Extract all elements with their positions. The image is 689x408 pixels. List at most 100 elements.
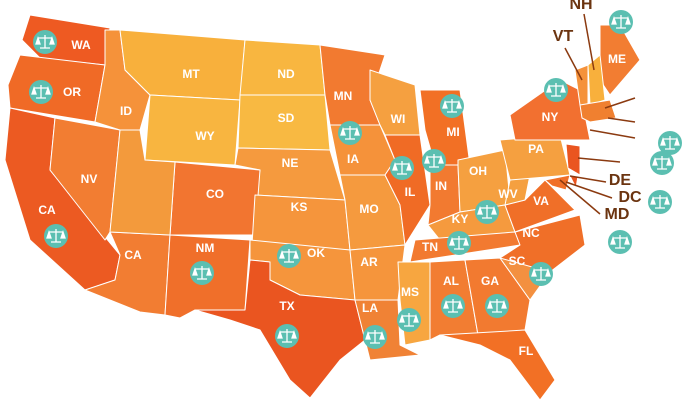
scale-icon — [441, 294, 465, 318]
scale-icon — [447, 231, 471, 255]
state-label: KY — [452, 212, 469, 226]
state-label: MO — [359, 202, 378, 216]
icon-glyph — [443, 299, 463, 313]
state-shape — [397, 261, 431, 346]
icon-glyph — [279, 249, 299, 263]
scale-icon — [544, 78, 568, 102]
state-label: OK — [307, 246, 325, 260]
state-shape — [109, 129, 176, 236]
state-label: GA — [481, 274, 499, 288]
state-label: IA — [347, 152, 359, 166]
state-label: NV — [81, 172, 98, 186]
icon-glyph — [31, 85, 51, 99]
state-label: MD — [605, 206, 630, 223]
state-label: WA — [71, 38, 91, 52]
icon-glyph — [35, 35, 55, 49]
state-label: WY — [195, 129, 214, 143]
leader-line — [607, 117, 636, 123]
icon-glyph — [652, 156, 672, 170]
icon-glyph — [487, 299, 507, 313]
icon-glyph — [277, 329, 297, 343]
icon-glyph — [424, 154, 444, 168]
unlabeled-states — [109, 99, 617, 236]
scale-icon — [650, 151, 674, 175]
scale-icon — [609, 10, 633, 34]
state-shape — [439, 329, 556, 401]
scale-icon — [29, 80, 53, 104]
state-label: CA — [124, 248, 142, 262]
state-label: FL — [519, 344, 534, 358]
leader-line — [583, 13, 595, 71]
state-label: TX — [279, 299, 294, 313]
leader-lines — [559, 13, 636, 215]
state-label: ID — [120, 104, 132, 118]
state-label: SC — [509, 254, 526, 268]
state-label: AL — [443, 274, 459, 288]
state-shape — [49, 117, 121, 241]
state-label: MI — [446, 125, 459, 139]
state-label: MN — [334, 89, 353, 103]
icon-glyph — [192, 266, 212, 280]
icon-glyph — [477, 205, 497, 219]
scale-icon — [33, 30, 57, 54]
state-shape — [565, 143, 581, 176]
scale-icon — [397, 308, 421, 332]
scale-icon — [485, 294, 509, 318]
state-label: LA — [362, 301, 378, 315]
state-label: IL — [405, 185, 416, 199]
state-label: ME — [608, 52, 626, 66]
icon-glyph — [442, 99, 462, 113]
icon-glyph — [660, 136, 680, 150]
state-label: SD — [278, 111, 295, 125]
icon-glyph — [546, 83, 566, 97]
state-label: TN — [422, 240, 438, 254]
state-label: NM — [196, 241, 215, 255]
state-label: KS — [291, 200, 308, 214]
scale-icon — [648, 190, 672, 214]
leader-line — [604, 97, 636, 109]
scale-icon — [190, 261, 214, 285]
state-label: NH — [569, 0, 592, 13]
scale-icon — [608, 230, 632, 254]
state-label: NY — [542, 110, 559, 124]
scale-icon — [390, 156, 414, 180]
state-label: ND — [277, 67, 295, 81]
leader-line — [565, 181, 613, 199]
state-label: MT — [182, 67, 200, 81]
icon-glyph — [392, 161, 412, 175]
state-label: VT — [553, 28, 574, 45]
icon-glyph — [449, 236, 469, 250]
icon-glyph — [611, 15, 631, 29]
state-label: PA — [528, 142, 544, 156]
icon-glyph — [399, 313, 419, 327]
state-label: IN — [435, 179, 447, 193]
scale-icon — [658, 131, 682, 155]
scale-icon — [422, 149, 446, 173]
leader-line — [559, 179, 601, 215]
state-label: DC — [618, 189, 642, 206]
scale-icon — [338, 121, 362, 145]
leader-line — [564, 47, 583, 81]
scale-icon — [363, 325, 387, 349]
state-label: AR — [360, 255, 378, 269]
leader-line — [589, 129, 636, 139]
state-label: WI — [391, 112, 406, 126]
leader-line — [569, 175, 607, 183]
state-label: WV — [498, 187, 517, 201]
state-shape — [144, 94, 241, 166]
state-label: DE — [609, 172, 632, 189]
icon-glyph — [340, 126, 360, 140]
state-label: VA — [533, 194, 549, 208]
icon-glyph — [531, 267, 551, 281]
scale-icon — [277, 244, 301, 268]
state-label: MS — [401, 285, 419, 299]
icon-glyph — [610, 235, 630, 249]
scale-icon — [475, 200, 499, 224]
icon-glyph — [365, 330, 385, 344]
law-icons — [29, 10, 682, 349]
state-shape — [544, 174, 571, 191]
leader-line — [577, 157, 621, 163]
scale-icon — [44, 224, 68, 248]
state-label: NC — [522, 226, 540, 240]
